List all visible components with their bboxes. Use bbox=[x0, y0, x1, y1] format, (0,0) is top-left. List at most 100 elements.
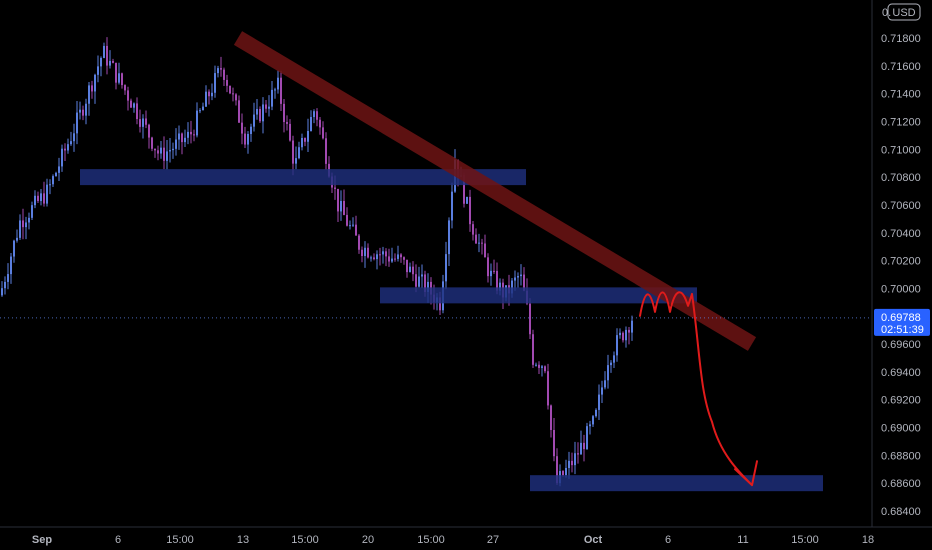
candle-body bbox=[451, 191, 453, 221]
candle-body bbox=[466, 196, 468, 204]
x-tick-label: 15:00 bbox=[791, 534, 819, 546]
candle-body bbox=[379, 254, 381, 256]
candle-body bbox=[79, 109, 81, 113]
candle-body bbox=[289, 123, 291, 141]
candle-body bbox=[181, 133, 183, 143]
candle-body bbox=[115, 62, 117, 83]
candle-body bbox=[355, 224, 357, 236]
y-tick-label: 0.70800 bbox=[881, 172, 921, 184]
candle-body bbox=[562, 471, 564, 476]
candle-body bbox=[217, 68, 219, 74]
candle-body bbox=[58, 166, 60, 173]
candle-body bbox=[142, 118, 144, 127]
x-tick-label: 13 bbox=[237, 534, 249, 546]
candle-body bbox=[409, 266, 411, 273]
projection-arrow[interactable] bbox=[639, 291, 758, 487]
x-tick-label: 20 bbox=[362, 534, 374, 546]
candle-body bbox=[619, 332, 621, 336]
candle-body bbox=[148, 124, 150, 138]
support-zones-layer bbox=[80, 169, 823, 492]
axis-top-value: 0. bbox=[882, 7, 891, 19]
candle-body bbox=[253, 114, 255, 127]
candle-body bbox=[139, 119, 141, 127]
candle-body bbox=[307, 130, 309, 142]
resistance-trendline[interactable] bbox=[233, 31, 757, 351]
candle-body bbox=[349, 225, 351, 227]
candle-body bbox=[517, 276, 519, 278]
candle-body bbox=[169, 150, 171, 152]
candle-body bbox=[478, 242, 480, 244]
y-tick-label: 0.70200 bbox=[881, 256, 921, 268]
y-tick-label: 0.70000 bbox=[881, 283, 921, 295]
candle-body bbox=[280, 77, 282, 104]
candle-body bbox=[439, 297, 441, 311]
candle-body bbox=[145, 118, 147, 125]
candle-body bbox=[136, 103, 138, 120]
candle-body bbox=[160, 147, 162, 154]
candle-body bbox=[313, 111, 315, 118]
candle-body bbox=[28, 217, 30, 223]
x-tick-label: 15:00 bbox=[166, 534, 194, 546]
candle-body bbox=[22, 220, 24, 228]
candle-body bbox=[73, 133, 75, 142]
current-price-badge[interactable] bbox=[874, 308, 930, 336]
y-tick-label: 0.69400 bbox=[881, 367, 921, 379]
candle-body bbox=[274, 89, 276, 91]
candle-body bbox=[571, 460, 573, 466]
x-tick-label: 6 bbox=[115, 534, 121, 546]
candle-body bbox=[202, 106, 204, 111]
candle-body bbox=[1, 288, 3, 296]
candle-body bbox=[613, 355, 615, 363]
candle-body bbox=[31, 205, 33, 218]
candle-body bbox=[277, 77, 279, 90]
y-tick-label: 0.71200 bbox=[881, 116, 921, 128]
x-tick-label: 15:00 bbox=[291, 534, 319, 546]
candle-body bbox=[205, 91, 207, 107]
candle-body bbox=[118, 73, 120, 83]
candle-body bbox=[82, 109, 84, 116]
candle-body bbox=[94, 74, 96, 92]
candle-body bbox=[406, 259, 408, 273]
x-tick-label: 18 bbox=[862, 534, 874, 546]
candle-body bbox=[535, 364, 537, 366]
projection-layer bbox=[639, 291, 758, 487]
candle-body bbox=[592, 416, 594, 425]
candle-body bbox=[220, 68, 222, 70]
candle-body bbox=[325, 138, 327, 164]
candle-body bbox=[547, 371, 549, 406]
candle-body bbox=[37, 195, 39, 202]
candle-body bbox=[10, 256, 12, 275]
y-tick-label: 0.68800 bbox=[881, 450, 921, 462]
candle-body bbox=[241, 122, 243, 134]
candle-body bbox=[382, 251, 384, 255]
candle-body bbox=[589, 424, 591, 427]
candle-body bbox=[97, 66, 99, 75]
support-zone[interactable] bbox=[530, 475, 823, 492]
candle-body bbox=[265, 104, 267, 109]
candle-body bbox=[232, 93, 234, 95]
candle-body bbox=[310, 117, 312, 131]
candle-body bbox=[43, 193, 45, 204]
candle-body bbox=[268, 106, 270, 109]
candle-body bbox=[283, 103, 285, 123]
candle-body bbox=[397, 254, 399, 259]
candle-body bbox=[616, 335, 618, 356]
candle-body bbox=[109, 60, 111, 66]
support-zone[interactable] bbox=[80, 169, 526, 186]
candle-body bbox=[541, 366, 543, 368]
candle-body bbox=[244, 133, 246, 145]
candle-body bbox=[472, 224, 474, 235]
currency-badge[interactable] bbox=[887, 3, 921, 21]
support-zone[interactable] bbox=[380, 287, 697, 304]
candle-body bbox=[259, 108, 261, 122]
candle-body bbox=[250, 126, 252, 134]
candle-body bbox=[256, 108, 258, 115]
candle-body bbox=[100, 57, 102, 67]
candle-body bbox=[511, 280, 513, 294]
candle-body bbox=[520, 274, 522, 277]
candle-body bbox=[403, 257, 405, 260]
candle-body bbox=[295, 158, 297, 164]
